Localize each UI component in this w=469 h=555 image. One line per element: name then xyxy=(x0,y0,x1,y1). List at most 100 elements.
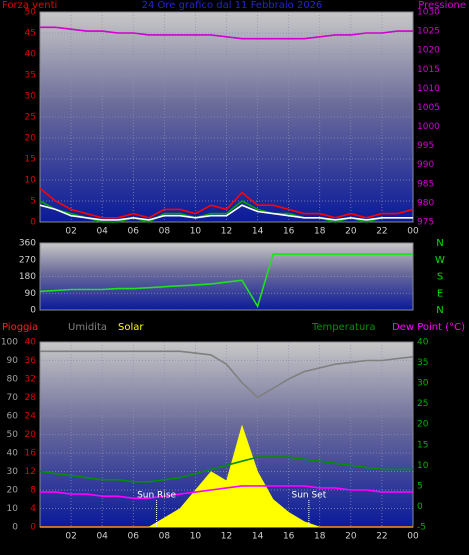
y-tick-label: 30 xyxy=(25,92,37,102)
y-tick-label: 80 xyxy=(7,375,19,385)
x-tick-label: 14 xyxy=(252,227,264,237)
y-tick-label: 90 xyxy=(7,356,19,366)
y2-tick-label: 975 xyxy=(417,218,434,228)
x-tick-label: 14 xyxy=(252,532,264,542)
direction-label: W xyxy=(435,255,445,266)
y-tick-label: 50 xyxy=(25,8,37,18)
y-tick-label: 20 xyxy=(7,486,19,496)
x-tick-label: 08 xyxy=(159,227,171,237)
y-tick-label: 25 xyxy=(25,113,36,123)
y3-tick-label: 28 xyxy=(25,393,37,403)
y-tick-label: 180 xyxy=(19,272,36,282)
y2-tick-label: 1015 xyxy=(417,65,440,75)
y2-axis-label: Pressione xyxy=(418,0,466,11)
y3-tick-label: 24 xyxy=(25,412,37,422)
y2-tick-label: 5 xyxy=(417,481,423,491)
y-tick-label: 270 xyxy=(19,255,36,265)
y-tick-label: 100 xyxy=(1,338,18,348)
x-tick-label: 02 xyxy=(65,532,76,542)
x-tick-label: 16 xyxy=(283,227,295,237)
y2-tick-label: 995 xyxy=(417,141,434,151)
y-tick-label: 50 xyxy=(7,430,19,440)
y-tick-label: 30 xyxy=(7,467,19,477)
y-tick-label: 20 xyxy=(25,134,37,144)
y2-tick-label: 980 xyxy=(417,198,434,208)
legend-label: Umidita xyxy=(68,322,107,333)
series-line xyxy=(40,485,413,499)
x-tick-label: 04 xyxy=(96,227,108,237)
y-tick-label: 10 xyxy=(7,504,19,514)
legend-label: Dew Point (°C) xyxy=(392,322,465,333)
y2-tick-label: 1030 xyxy=(417,8,440,18)
x-tick-label: 12 xyxy=(221,227,232,237)
legend-label: Solar xyxy=(118,322,144,333)
y2-tick-label: 1010 xyxy=(417,84,440,94)
y3-tick-label: 8 xyxy=(30,486,36,496)
y2-tick-label: 0 xyxy=(417,502,423,512)
y3-tick-label: 4 xyxy=(30,504,36,514)
legend-label: Temperatura xyxy=(311,322,376,333)
x-tick-label: 06 xyxy=(128,532,140,542)
y-tick-label: 5 xyxy=(30,197,36,207)
series-line xyxy=(39,204,413,221)
y2-tick-label: 35 xyxy=(417,358,428,368)
y2-tick-label: -5 xyxy=(417,523,426,533)
annotation: Sun Set xyxy=(291,491,326,501)
series-line xyxy=(39,253,413,309)
x-tick-label: 22 xyxy=(376,532,387,542)
chart-title: 24 Ore grafico dal 11 Febbraio 2026 xyxy=(142,0,323,11)
x-tick-label: 00 xyxy=(407,532,419,542)
y-tick-label: 70 xyxy=(7,393,19,403)
series-line xyxy=(39,456,413,483)
y2-tick-label: 30 xyxy=(417,379,429,389)
y2-tick-label: 1025 xyxy=(417,27,440,37)
x-tick-label: 08 xyxy=(159,532,171,542)
y2-tick-label: 10 xyxy=(417,461,429,471)
y2-tick-label: 15 xyxy=(417,440,428,450)
y3-tick-label: 40 xyxy=(25,338,37,348)
x-tick-label: 04 xyxy=(96,532,108,542)
x-tick-label: 20 xyxy=(345,227,357,237)
y-tick-label: 0 xyxy=(30,306,36,316)
y3-tick-label: 16 xyxy=(25,449,37,459)
x-tick-label: 20 xyxy=(345,532,357,542)
x-tick-label: 12 xyxy=(221,532,232,542)
x-tick-label: 06 xyxy=(128,227,140,237)
y-tick-label: 60 xyxy=(7,412,19,422)
x-tick-label: 22 xyxy=(376,227,387,237)
y3-tick-label: 20 xyxy=(25,430,37,440)
y-tick-label: 90 xyxy=(25,289,37,299)
y3-tick-label: 32 xyxy=(25,375,36,385)
legend-label: Pioggia xyxy=(2,322,38,333)
direction-label: E xyxy=(437,288,443,299)
x-tick-label: 16 xyxy=(283,532,295,542)
x-tick-label: 00 xyxy=(407,227,419,237)
x-tick-label: 10 xyxy=(190,532,202,542)
y3-tick-label: 0 xyxy=(30,523,36,533)
direction-label: N xyxy=(436,238,443,249)
y3-tick-label: 12 xyxy=(25,467,36,477)
y-tick-label: 40 xyxy=(25,50,37,60)
annotation: Sun Rise xyxy=(137,491,176,501)
y2-tick-label: 1000 xyxy=(417,122,440,132)
y-tick-label: 360 xyxy=(19,239,36,249)
direction-label: S xyxy=(437,272,443,283)
direction-label: N xyxy=(436,305,443,316)
y-tick-label: 0 xyxy=(30,218,36,228)
y2-tick-label: 1005 xyxy=(417,103,440,113)
y2-tick-label: 40 xyxy=(417,338,429,348)
y-tick-label: 40 xyxy=(7,449,19,459)
y2-tick-label: 20 xyxy=(417,420,429,430)
y3-tick-label: 36 xyxy=(25,356,37,366)
y-tick-label: 45 xyxy=(25,29,36,39)
series-line xyxy=(40,26,413,40)
y2-tick-label: 25 xyxy=(417,399,428,409)
x-tick-label: 10 xyxy=(190,227,202,237)
x-tick-label: 18 xyxy=(314,227,326,237)
solar-area xyxy=(40,424,413,528)
y-tick-label: 35 xyxy=(25,71,36,81)
y-axis-label: Forza venti xyxy=(2,0,57,11)
x-tick-label: 18 xyxy=(314,532,326,542)
y2-tick-label: 985 xyxy=(417,179,434,189)
